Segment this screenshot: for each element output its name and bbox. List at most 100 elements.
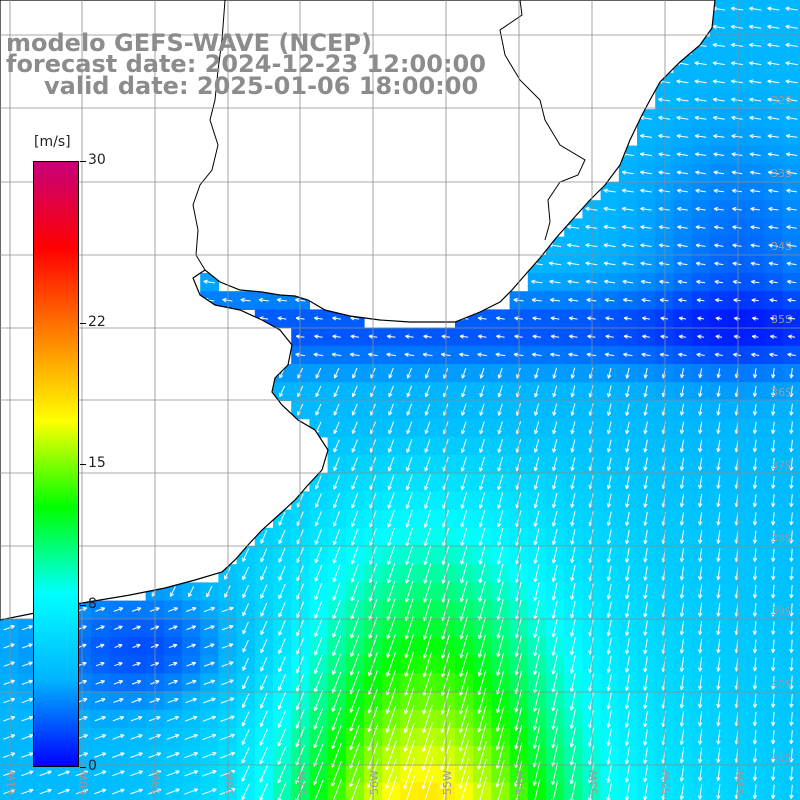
wind-arrow [3,715,16,722]
wind-arrow [166,752,180,759]
wind-arrow [331,689,342,712]
wind-arrow [3,734,16,740]
wind-arrow [643,656,648,673]
wind-arrow [789,584,794,599]
wind-arrow [640,206,652,212]
wind-arrow [532,316,542,321]
wind-arrow [184,788,199,795]
wind-arrow [749,152,761,157]
wind-arrow [768,188,779,194]
wind-arrow [716,729,721,745]
wind-arrow [333,421,340,434]
wind-arrow [260,675,268,691]
wind-arrow [497,456,504,472]
wind-arrow [130,716,143,722]
wind-arrow [568,352,579,357]
wind-arrow [549,297,561,303]
wind-arrow [789,385,794,398]
wind-arrow [677,279,688,285]
wind-arrow [130,770,143,777]
wind-arrow [642,334,650,339]
wind-arrow [750,206,761,212]
wind-arrow [551,636,558,656]
wind-arrow [621,206,634,212]
wind-arrow [277,745,287,765]
wind-arrow [643,475,648,490]
wind-arrow [3,643,15,649]
wind-arrow [679,693,685,709]
wind-arrow [551,726,559,749]
wind-arrow [789,421,794,434]
wind-arrow [749,61,762,66]
wind-arrow [461,776,470,800]
wind-arrow [315,367,322,379]
wind-arrow [643,602,648,618]
wind-arrow [677,243,688,248]
wind-arrow [497,777,505,800]
wind-arrow [749,24,762,30]
wind-arrow [131,698,142,703]
wind-arrow [423,545,432,566]
wind-arrow [659,279,670,285]
wind-arrow [697,747,703,764]
wind-arrow [496,563,504,584]
wind-arrow [789,439,794,453]
wind-arrow [314,618,323,638]
wind-arrow [588,745,594,766]
wind-arrow [789,730,794,745]
wind-arrow [332,316,341,321]
wind-arrow [406,367,412,379]
wind-arrow [621,170,634,175]
wind-arrow [94,752,107,758]
wind-arrow [570,367,576,379]
wind-arrow [659,352,669,357]
wind-arrow [113,607,124,612]
wind-arrow [496,581,504,602]
wind-arrow [386,581,396,603]
wind-arrow [606,529,612,545]
wind-arrow [786,206,797,212]
wind-arrow [679,439,685,453]
wind-arrow [314,636,323,656]
wind-arrow [733,316,741,321]
wind-arrow [716,439,721,453]
wind-arrow [769,298,778,303]
wind-arrow [695,261,706,266]
wind-arrow [331,653,342,675]
wind-arrow [185,607,197,612]
wind-arrow [679,566,685,581]
wind-arrow [767,6,780,11]
wind-arrow [640,152,652,157]
wind-arrow [786,170,798,175]
wind-arrow [624,602,630,618]
wind-arrow [586,297,597,303]
wind-arrow [789,368,794,379]
wind-arrow [789,457,794,471]
wind-arrow [625,493,630,508]
wind-arrow [732,261,742,266]
wind-arrow [185,697,197,704]
wind-arrow [624,764,630,783]
wind-arrow [477,652,487,677]
wind-arrow [716,639,721,654]
wind-arrow [497,439,503,453]
wind-arrow [551,690,558,712]
wind-arrow [550,316,560,321]
wind-arrow [477,705,487,733]
wind-arrow [749,79,762,84]
wind-arrow [695,170,707,175]
wind-arrow [606,547,612,563]
wind-arrow [732,225,742,230]
wind-arrow [731,152,743,157]
wind-arrow [750,188,761,194]
wind-arrow [752,766,758,781]
wind-arrow [259,692,268,709]
wind-arrow [570,403,576,416]
wind-arrow [698,439,703,453]
wind-arrow [715,298,723,303]
wind-arrow [623,352,633,357]
wind-arrow [698,602,703,617]
wind-arrow [333,367,340,379]
wind-arrow [658,152,671,157]
wind-arrow [222,297,233,303]
